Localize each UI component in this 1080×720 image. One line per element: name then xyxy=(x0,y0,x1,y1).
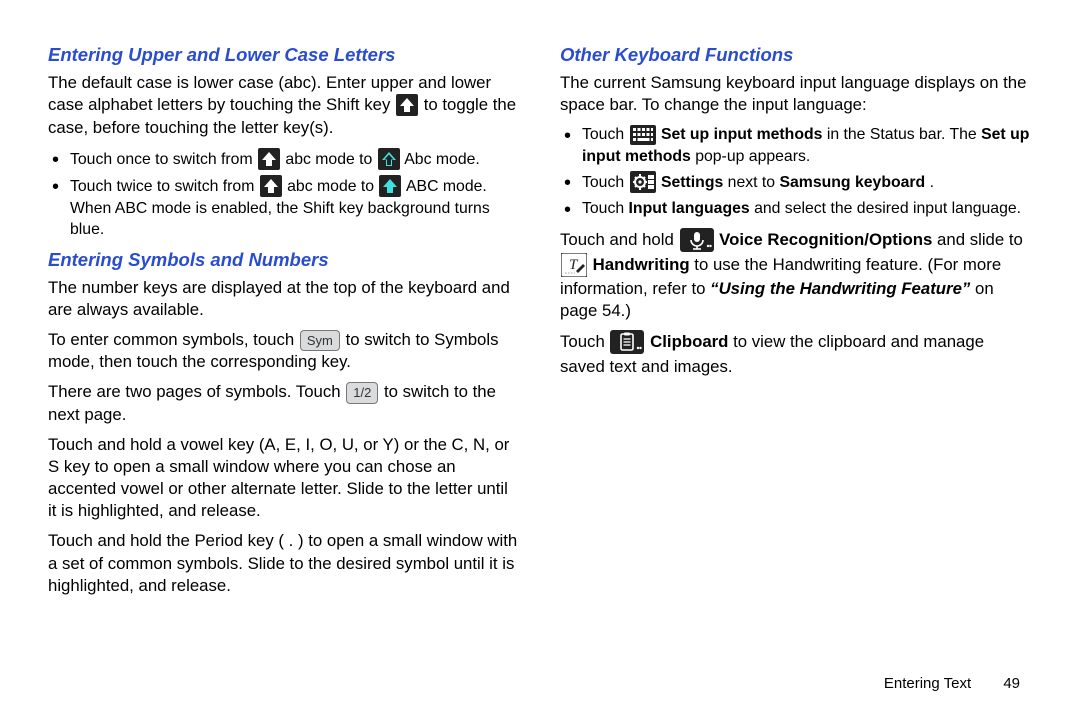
bullet-touch-once: Touch once to switch from abc mode to Ab… xyxy=(48,148,520,171)
text: Touch xyxy=(582,200,629,217)
footer-label: Entering Text xyxy=(884,675,971,692)
para-vowel-hold: Touch and hold a vowel key (A, E, I, O, … xyxy=(48,434,520,523)
bullet-setup-methods: Touch Set up input methods in the Status… xyxy=(560,124,1032,167)
shift-key-icon xyxy=(260,175,282,198)
text-bold: Settings xyxy=(661,174,723,191)
microphone-icon xyxy=(680,228,714,253)
text: Touch xyxy=(582,126,629,143)
bullet-touch-twice: Touch twice to switch from abc mode to A… xyxy=(48,175,520,241)
language-bullets: Touch Set up input methods in the Status… xyxy=(560,124,1032,219)
text: and select the desired input language. xyxy=(754,200,1021,217)
para-period-hold: Touch and hold the Period key ( . ) to o… xyxy=(48,530,520,597)
clipboard-icon xyxy=(610,330,644,355)
para-sym-pages: There are two pages of symbols. Touch 1/… xyxy=(48,381,520,425)
text: abc mode to xyxy=(287,178,378,195)
heading-other-functions: Other Keyboard Functions xyxy=(560,44,1032,66)
text: Touch once to switch from xyxy=(70,150,257,167)
text: Touch xyxy=(582,174,629,191)
text-bold: Samsung keyboard xyxy=(779,174,925,191)
para-numbers-top: The number keys are displayed at the top… xyxy=(48,277,520,321)
text: . xyxy=(930,174,934,191)
sym-key-icon: Sym xyxy=(300,330,340,351)
heading-symbols-numbers: Entering Symbols and Numbers xyxy=(48,249,520,271)
text: Touch xyxy=(560,332,609,351)
text: and slide to xyxy=(937,230,1023,249)
text: To enter common symbols, touch xyxy=(48,330,299,349)
text-bold: Voice Recognition/Options xyxy=(719,230,932,249)
text: Touch and hold xyxy=(560,230,679,249)
page-number: 49 xyxy=(1003,675,1020,692)
text: abc mode to xyxy=(285,150,376,167)
para-shift-intro: The default case is lower case (abc). En… xyxy=(48,72,520,140)
keyboard-grid-icon xyxy=(630,125,656,146)
heading-upper-lower: Entering Upper and Lower Case Letters xyxy=(48,44,520,66)
manual-page: Entering Upper and Lower Case Letters Th… xyxy=(0,0,1080,720)
page-footer: Entering Text 49 xyxy=(884,675,1020,692)
text-bold: Handwriting xyxy=(593,255,690,274)
text-bold: Input languages xyxy=(629,200,750,217)
settings-gear-icon xyxy=(630,171,656,194)
shift-key-icon xyxy=(396,94,418,117)
para-language-intro: The current Samsung keyboard input langu… xyxy=(560,72,1032,116)
text-bold: Set up input methods xyxy=(661,126,822,143)
shift-key-icon xyxy=(258,148,280,171)
text: next to xyxy=(728,174,780,191)
text: There are two pages of symbols. Touch xyxy=(48,382,345,401)
text: pop-up appears. xyxy=(695,148,810,165)
text: in the Status bar. The xyxy=(827,126,981,143)
para-voice-handwriting: Touch and hold Voice Recognition/Options… xyxy=(560,228,1032,323)
bullet-input-languages: Touch Input languages and select the des… xyxy=(560,198,1032,219)
shift-bullets: Touch once to switch from abc mode to Ab… xyxy=(48,148,520,241)
bullet-settings: Touch Settings next to Samsung keyboard … xyxy=(560,171,1032,194)
page-toggle-key-icon: 1/2 xyxy=(346,382,378,403)
shift-key-full-cyan-icon xyxy=(379,175,401,198)
para-sym-switch: To enter common symbols, touch Sym to sw… xyxy=(48,329,520,373)
cross-reference: “Using the Handwriting Feature” xyxy=(710,279,970,298)
text-bold: Clipboard xyxy=(650,332,728,351)
para-clipboard: Touch Clipboard to view the clipboard an… xyxy=(560,330,1032,377)
text: Abc mode. xyxy=(404,150,480,167)
handwriting-t-icon xyxy=(561,253,587,278)
shift-key-cyan-icon xyxy=(378,148,400,171)
text: Touch twice to switch from xyxy=(70,178,259,195)
